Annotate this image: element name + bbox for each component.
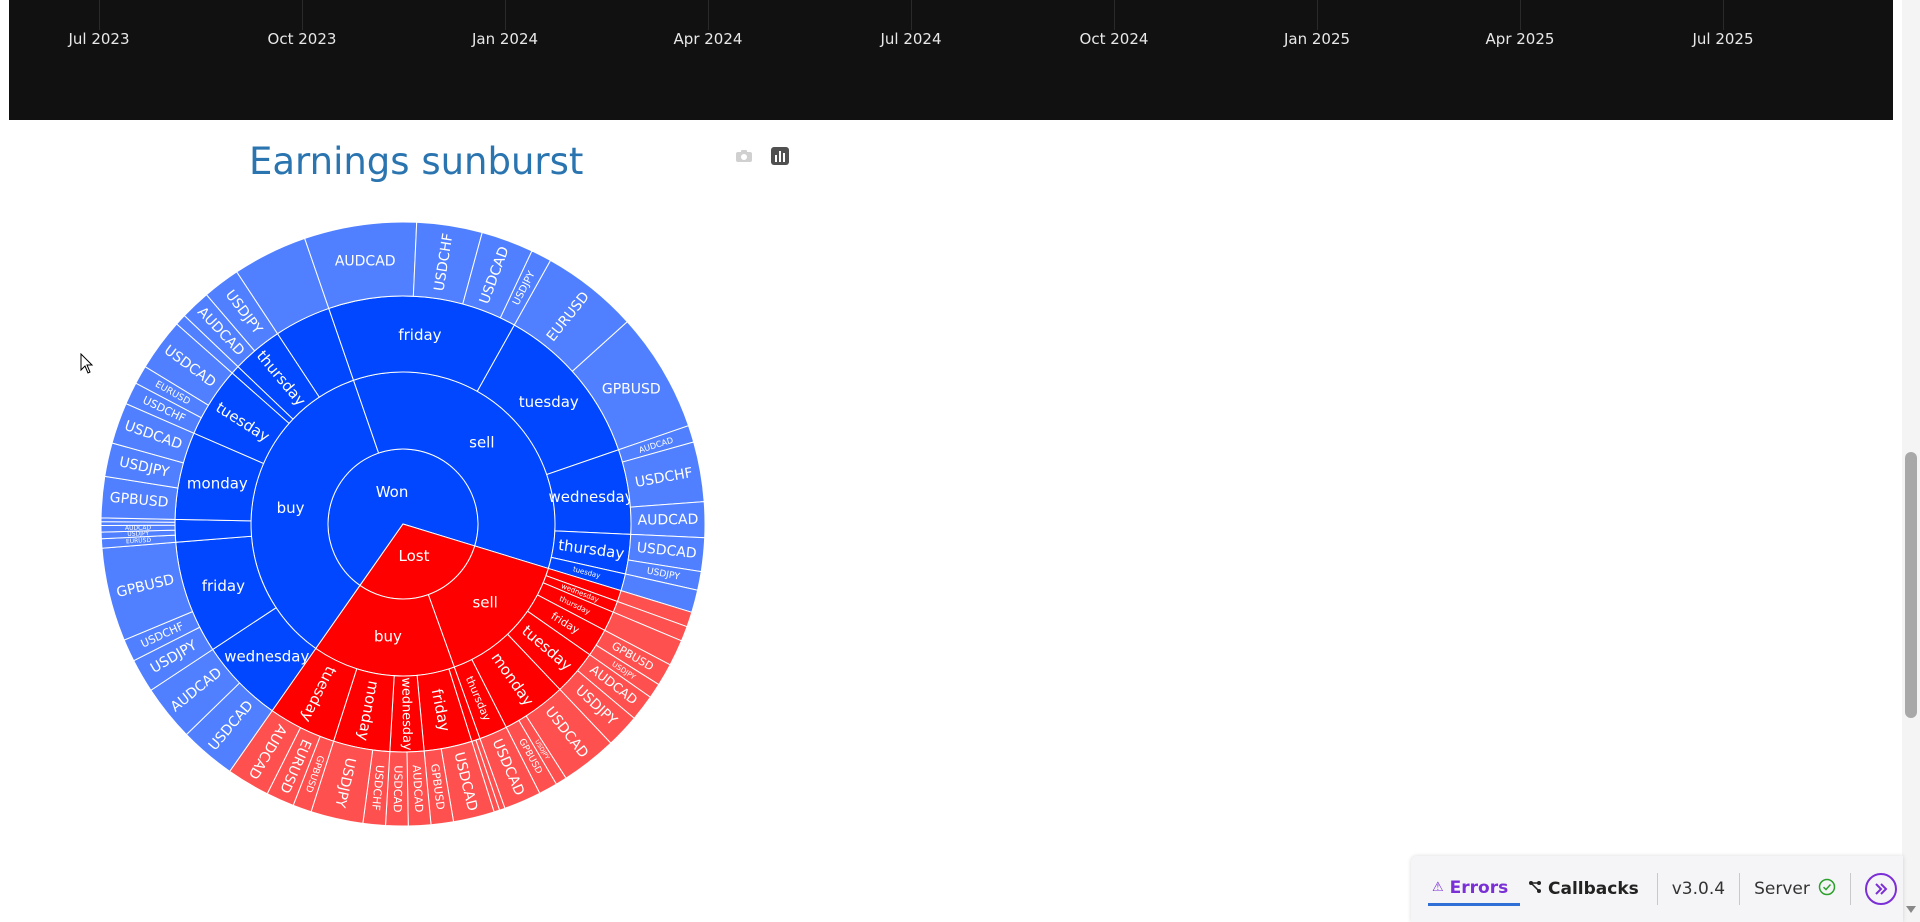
collapse-toggle-icon[interactable] xyxy=(1864,873,1897,905)
sunburst-label: GPBUSD xyxy=(428,763,447,811)
timeline-tick-label: Apr 2025 xyxy=(1485,30,1555,48)
sunburst-label: GPBUSD xyxy=(109,490,169,511)
sunburst-label: USDJPY xyxy=(127,530,149,538)
timeline-tick-label: Jul 2025 xyxy=(1692,30,1754,48)
sunburst-label: buy xyxy=(277,499,305,517)
dash-debug-bar: ⚠ Errors Callbacks v3.0.4 Server xyxy=(1411,856,1903,922)
sunburst-label: friday xyxy=(398,326,441,344)
server-status: Server xyxy=(1754,878,1836,901)
errors-tab[interactable]: ⚠ Errors xyxy=(1428,873,1520,906)
timeline-tick-label: Apr 2024 xyxy=(673,30,743,48)
check-circle-icon xyxy=(1818,878,1836,901)
timeline-gridline xyxy=(1317,0,1318,30)
sunburst-label: AUDCAD xyxy=(335,254,396,270)
sunburst-label: EURUSD xyxy=(126,537,152,546)
callbacks-tab[interactable]: Callbacks xyxy=(1524,874,1643,904)
sunburst-label: wednesday xyxy=(548,488,633,506)
errors-label: Errors xyxy=(1449,877,1509,898)
camera-icon[interactable] xyxy=(733,145,755,167)
sunburst-label: AUDCAD xyxy=(637,512,698,529)
sunburst-label: USDCHF xyxy=(369,764,386,811)
sunburst-label: USDCAD xyxy=(391,765,405,812)
sunburst-label: tuesday xyxy=(519,393,579,411)
timeline-chart: Jul 2023 Oct 2023 Jan 2024 Apr 2024 Jul 2024… xyxy=(9,0,1893,120)
server-label: Server xyxy=(1754,879,1810,899)
mouse-cursor-icon xyxy=(80,352,94,379)
timeline-tick-label: Jul 2024 xyxy=(880,30,942,48)
divider xyxy=(1849,873,1851,905)
sunburst-label: friday xyxy=(202,577,245,595)
timeline-tick-label: Jan 2024 xyxy=(471,30,539,48)
plotly-logo-icon[interactable] xyxy=(769,145,791,167)
sunburst-segment[interactable] xyxy=(229,710,302,795)
sunburst-title: Earnings sunburst xyxy=(249,140,584,183)
timeline-gridline xyxy=(1520,0,1521,30)
sunburst-label: GPBUSD xyxy=(602,381,661,397)
sunburst-label: sell xyxy=(472,593,497,611)
timeline-tick-label: Oct 2023 xyxy=(267,30,337,48)
modebar xyxy=(733,145,791,167)
timeline-gridline xyxy=(708,0,709,30)
timeline-tick-label: Oct 2024 xyxy=(1079,30,1149,48)
callbacks-icon xyxy=(1528,879,1542,899)
timeline-gridline xyxy=(1114,0,1115,30)
sunburst-label: AUDCAD xyxy=(125,524,152,531)
sunburst-label: AUDCAD xyxy=(410,764,426,812)
sunburst-label: Won xyxy=(376,483,409,501)
sunburst-label: sell xyxy=(469,433,494,451)
timeline-gridline xyxy=(911,0,912,30)
timeline-tick-label: Jul 2023 xyxy=(68,30,130,48)
sunburst-label: buy xyxy=(374,627,402,645)
sunburst-label: monday xyxy=(187,474,248,492)
version-label: v3.0.4 xyxy=(1671,879,1726,899)
callbacks-label: Callbacks xyxy=(1548,879,1639,899)
sunburst-chart[interactable]: Won buy wednesday USDCAD AUDCAD friday USDJPY U… xyxy=(0,0,800,850)
divider xyxy=(1656,873,1658,905)
page-scrollbar[interactable] xyxy=(1902,0,1920,922)
warning-icon: ⚠ xyxy=(1432,880,1444,895)
timeline-tick-label: Jan 2025 xyxy=(1283,30,1351,48)
timeline-gridline xyxy=(302,0,303,30)
sunburst-label: USDCAD xyxy=(636,540,697,562)
sunburst-label: wednesday xyxy=(224,647,309,665)
sunburst-label: Lost xyxy=(399,547,430,565)
sunburst-label: wednesday xyxy=(398,677,414,751)
timeline-gridline xyxy=(505,0,506,30)
timeline-gridline xyxy=(99,0,100,30)
scroll-thumb[interactable] xyxy=(1905,452,1917,718)
scroll-down-icon[interactable] xyxy=(1906,906,1916,913)
divider xyxy=(1739,873,1741,905)
timeline-gridline xyxy=(1723,0,1724,30)
